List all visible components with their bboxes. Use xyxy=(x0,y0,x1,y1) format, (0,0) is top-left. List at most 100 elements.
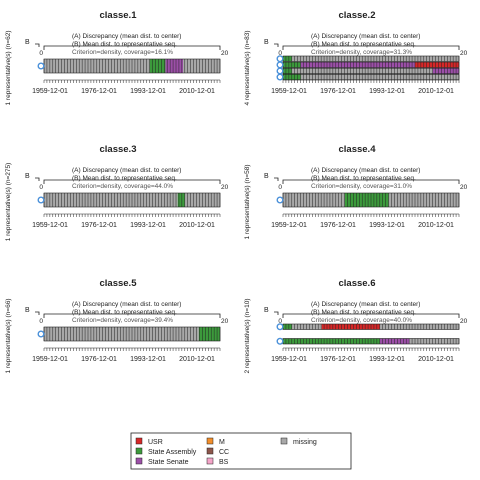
legend-label: CC xyxy=(219,449,229,456)
scale-min-label: 0 xyxy=(39,184,43,191)
scale-max-label: 20 xyxy=(221,50,229,57)
scale-bracket xyxy=(43,45,221,50)
y-axis-label: 1 representative(s) (n=58) xyxy=(244,165,251,240)
x-tick-label: 1976-12-01 xyxy=(81,222,117,229)
sequence-segment xyxy=(344,193,389,207)
x-tick-label: 2010-12-01 xyxy=(418,356,454,363)
sequence-segment xyxy=(318,338,380,344)
panel-title: classe.6 xyxy=(339,278,376,289)
legend-label: BS xyxy=(219,459,229,466)
legend-line-a: (A) Discrepancy (mean dist. to center) xyxy=(72,301,181,308)
panel-classe.6: classe.6 2 representative(s) (n=10) B 0 20 (A… xyxy=(244,278,468,373)
representative-marker xyxy=(37,196,45,204)
sequence-segment xyxy=(44,327,199,341)
y-axis-label: 1 representative(s) (n=275) xyxy=(5,163,12,242)
sequence-segment xyxy=(300,62,415,68)
sequence-segment xyxy=(183,59,220,73)
legend-line-a: (A) Discrepancy (mean dist. to center) xyxy=(72,167,181,174)
x-tick-label: 1976-12-01 xyxy=(320,222,356,229)
coverage-text: Criterion=density, coverage=40.0% xyxy=(311,317,412,324)
scale-bracket xyxy=(43,313,221,318)
representative-marker xyxy=(276,337,284,345)
scale-min-label: 0 xyxy=(39,318,43,325)
x-tick-label: 1959-12-01 xyxy=(32,222,68,229)
x-tick-label: 1959-12-01 xyxy=(32,88,68,95)
legend-swatch xyxy=(135,457,143,465)
scale-min-label: 0 xyxy=(278,318,282,325)
x-tick-label: 1993-12-01 xyxy=(130,356,166,363)
representative-marker xyxy=(37,62,45,70)
x-tick-label: 2010-12-01 xyxy=(418,222,454,229)
sequence-segment xyxy=(283,193,345,207)
x-tick-label: 1993-12-01 xyxy=(130,222,166,229)
b-bracket xyxy=(35,43,40,47)
x-tick-label: 1959-12-01 xyxy=(32,356,68,363)
panel-classe.1: classe.1 1 representative(s) (n=62) B 0 20 (A… xyxy=(5,10,229,105)
x-tick-label: 1959-12-01 xyxy=(271,356,307,363)
legend-line-a: (A) Discrepancy (mean dist. to center) xyxy=(72,33,181,40)
b-marker: B xyxy=(264,173,269,180)
legend-line-b: (B) Mean dist. to representative seq. xyxy=(72,309,177,316)
legend-line-b: (B) Mean dist. to representative seq. xyxy=(72,175,177,182)
b-marker: B xyxy=(25,307,30,314)
representative-marker xyxy=(276,67,284,75)
sequence-segment xyxy=(198,327,220,341)
sequence-segment xyxy=(283,68,292,74)
scale-max-label: 20 xyxy=(460,318,468,325)
sequence-segment xyxy=(379,324,459,330)
scale-bracket xyxy=(282,179,460,184)
representative-marker xyxy=(276,61,284,69)
legend-swatch xyxy=(206,457,214,465)
y-axis-label: 4 representative(s) (n=83) xyxy=(244,31,251,106)
panel-title: classe.4 xyxy=(339,144,377,155)
coverage-text: Criterion=density, coverage=31.3% xyxy=(311,49,412,56)
panel-classe.5: classe.5 1 representative(s) (n=66) B 0 20 (A… xyxy=(5,278,229,373)
sequence-segment xyxy=(291,56,459,62)
x-tick-label: 1993-12-01 xyxy=(369,88,405,95)
sequence-segment xyxy=(409,338,459,344)
b-bracket xyxy=(35,311,40,315)
legend-swatch xyxy=(280,437,288,445)
b-bracket xyxy=(35,177,40,181)
sequence-segment xyxy=(321,324,380,330)
b-marker: B xyxy=(25,39,30,46)
scale-bracket xyxy=(43,179,221,184)
legend-label: missing xyxy=(293,439,317,446)
sequence-segment xyxy=(283,324,292,330)
coverage-text: Criterion=density, coverage=44.0% xyxy=(72,183,173,190)
legend-label: USR xyxy=(148,439,163,446)
y-axis-label: 1 representative(s) (n=62) xyxy=(5,31,12,106)
panel-classe.4: classe.4 1 representative(s) (n=58) B 0 20 (A… xyxy=(244,144,468,239)
legend-line-a: (A) Discrepancy (mean dist. to center) xyxy=(311,167,420,174)
panel-title: classe.1 xyxy=(100,10,138,21)
scale-min-label: 0 xyxy=(278,50,282,57)
y-axis-label: 2 representative(s) (n=10) xyxy=(244,299,251,374)
legend-label: State Senate xyxy=(148,459,189,466)
scale-max-label: 20 xyxy=(460,184,468,191)
legend-line-a: (A) Discrepancy (mean dist. to center) xyxy=(311,301,420,308)
x-tick-label: 1959-12-01 xyxy=(271,88,307,95)
sequence-segment xyxy=(44,193,178,207)
coverage-text: Criterion=density, coverage=16.1% xyxy=(72,49,173,56)
scale-max-label: 20 xyxy=(221,184,229,191)
sequence-segment xyxy=(432,68,459,74)
b-marker: B xyxy=(264,39,269,46)
legend-swatch xyxy=(206,437,214,445)
b-bracket xyxy=(274,177,279,181)
scale-bracket xyxy=(282,313,460,318)
x-tick-label: 1976-12-01 xyxy=(320,88,356,95)
x-tick-label: 1976-12-01 xyxy=(320,356,356,363)
legend-line-b: (B) Mean dist. to representative seq. xyxy=(311,41,416,48)
x-tick-label: 1976-12-01 xyxy=(81,88,117,95)
scale-max-label: 20 xyxy=(460,50,468,57)
b-marker: B xyxy=(264,307,269,314)
scale-min-label: 0 xyxy=(278,184,282,191)
x-tick-label: 1993-12-01 xyxy=(369,356,405,363)
sequence-segment xyxy=(165,59,184,73)
sequence-segment xyxy=(283,56,292,62)
legend-swatch xyxy=(135,437,143,445)
representative-marker xyxy=(276,73,284,81)
x-tick-label: 2010-12-01 xyxy=(179,356,215,363)
b-marker: B xyxy=(25,173,30,180)
legend-label: M xyxy=(219,439,225,446)
